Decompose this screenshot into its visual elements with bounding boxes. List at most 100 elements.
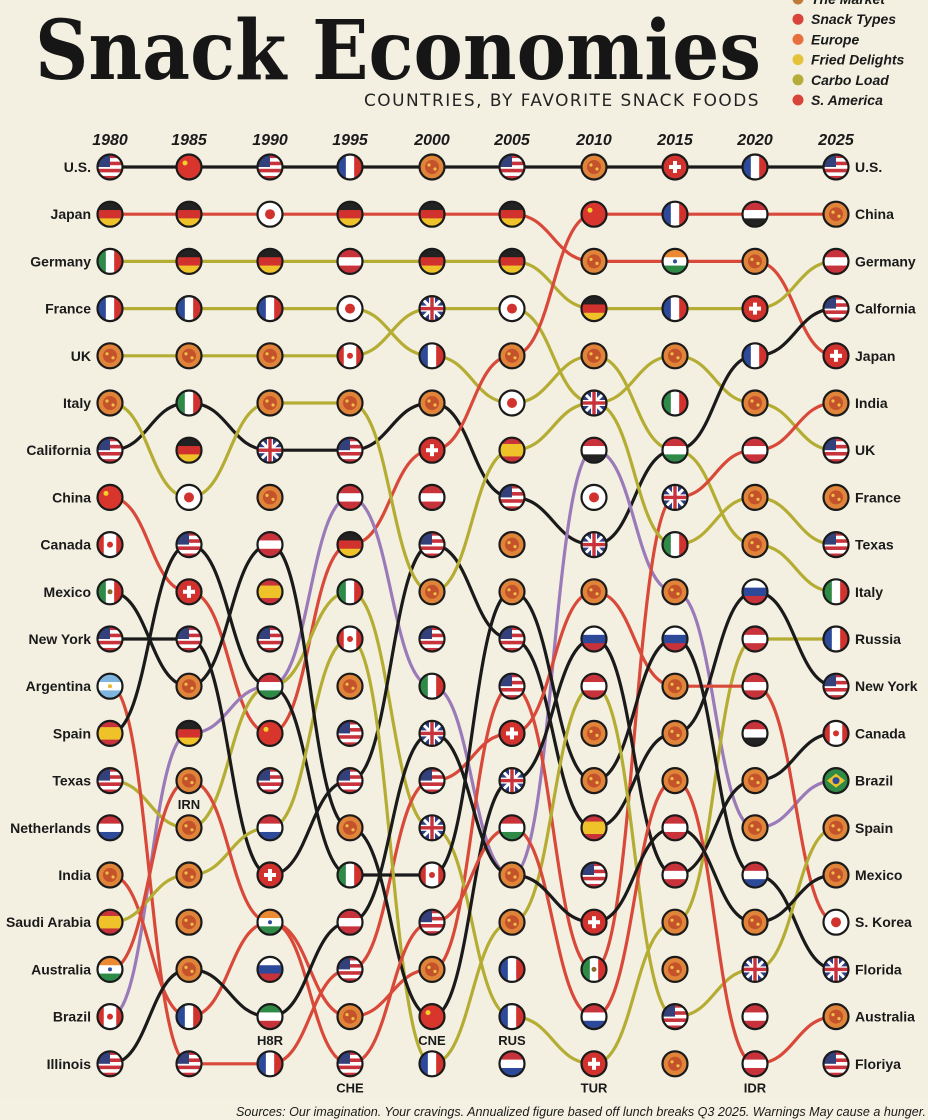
flag-ring	[175, 483, 203, 511]
flag-ring	[96, 861, 124, 889]
flag-ring	[580, 955, 608, 984]
flag-us-icon	[823, 532, 849, 558]
flag-ring	[336, 153, 364, 181]
flag-es-icon	[581, 815, 607, 841]
flag-de-icon	[337, 201, 363, 227]
flag-ring	[418, 908, 446, 936]
flag-ring	[498, 908, 526, 936]
flag-ring	[256, 530, 284, 559]
flag-ring	[661, 766, 689, 795]
chart-subtitle: COUNTRIES, BY FAVORITE SNACK FOODS	[364, 91, 760, 111]
flag-ring	[498, 1002, 526, 1031]
flag-ru-icon	[662, 626, 688, 652]
flag-ring	[741, 955, 769, 984]
flag-in-icon	[97, 956, 123, 982]
flag-us-icon	[97, 768, 123, 794]
flag-hu-icon	[499, 815, 525, 841]
flag-ring	[741, 908, 769, 936]
flag-es-icon	[97, 909, 123, 935]
flag-ring	[175, 1002, 203, 1031]
legend-label: Snack Types	[811, 11, 896, 27]
flag-ca-icon	[337, 626, 363, 652]
flag-ring	[661, 578, 689, 606]
row-label-left: UK	[71, 348, 91, 364]
flag-ring	[336, 530, 364, 559]
flag-ru-icon	[257, 956, 283, 982]
series-line	[108, 259, 838, 311]
flag-fr-icon	[257, 296, 283, 322]
row-label-right: Germany	[855, 253, 916, 269]
flag-ring	[741, 247, 769, 275]
flag-at-icon	[257, 532, 283, 558]
row-label-right: Mexico	[855, 867, 902, 883]
flag-ring	[96, 295, 124, 323]
flag-ring	[580, 861, 608, 889]
flag-ring	[498, 955, 526, 984]
flag-us-icon	[823, 437, 849, 463]
flag-ar-icon	[97, 673, 123, 699]
flag-ring	[175, 861, 203, 889]
flag-ring	[580, 1002, 608, 1031]
flag-at-icon	[742, 673, 768, 699]
flag-ring	[336, 908, 364, 936]
flag-ring	[256, 908, 284, 936]
flag-ring	[741, 200, 769, 228]
flag-ring	[580, 342, 608, 370]
flag-at-icon	[337, 484, 363, 510]
flag-ring	[175, 578, 203, 606]
flag-ring	[175, 814, 203, 842]
flag-ring	[822, 908, 850, 936]
row-label-left: California	[26, 442, 91, 458]
flag-ring	[256, 719, 284, 748]
row-label-left: Illinois	[47, 1056, 92, 1072]
flag-ring	[256, 814, 284, 842]
flag-mx-icon	[97, 579, 123, 605]
flag-at-icon	[742, 1004, 768, 1030]
flag-ring	[580, 908, 608, 936]
flag-ring	[256, 1050, 284, 1078]
flag-ring	[175, 153, 203, 181]
flag-hu-icon	[662, 437, 688, 463]
flag-at-icon	[581, 673, 607, 699]
year-label: 2015	[656, 132, 694, 149]
flag-ring	[498, 295, 526, 323]
flag-ring	[418, 1050, 446, 1078]
flag-ring	[336, 625, 364, 653]
flag-ring	[580, 530, 608, 559]
flag-at-icon	[662, 815, 688, 841]
row-label-left: Germany	[30, 253, 91, 269]
flag-ring	[741, 153, 769, 181]
flag-ring	[96, 1002, 124, 1031]
series-line	[108, 731, 838, 1066]
flag-it-icon	[823, 579, 849, 605]
flag-ring	[822, 814, 850, 842]
flag-ring	[175, 766, 203, 795]
flag-ring	[418, 1002, 446, 1031]
flag-ring	[175, 955, 203, 984]
row-label-left: Brazil	[53, 1009, 91, 1025]
flag-nl-icon	[257, 815, 283, 841]
flag-ring	[418, 200, 446, 228]
flag-us-icon	[97, 626, 123, 652]
flag-ring	[741, 814, 769, 842]
flag-ring	[418, 295, 446, 323]
flag-ring	[822, 295, 850, 323]
flag-ring	[498, 672, 526, 700]
flag-it-icon	[662, 390, 688, 416]
row-label-left: New York	[28, 631, 91, 647]
flag-ring	[418, 247, 446, 275]
annotation-label: CNE	[418, 1033, 446, 1048]
flag-ring	[498, 483, 526, 511]
flag-de-icon	[499, 248, 525, 274]
flag-ring	[580, 200, 608, 228]
flag-ring	[661, 719, 689, 748]
year-label: 1980	[92, 132, 128, 149]
row-label-right: Brazil	[855, 773, 893, 789]
flag-de-icon	[419, 248, 445, 274]
flag-ring	[661, 955, 689, 984]
flag-ring	[822, 436, 850, 464]
flag-ring	[175, 389, 203, 417]
flag-ring	[580, 625, 608, 653]
flag-ring	[580, 766, 608, 795]
